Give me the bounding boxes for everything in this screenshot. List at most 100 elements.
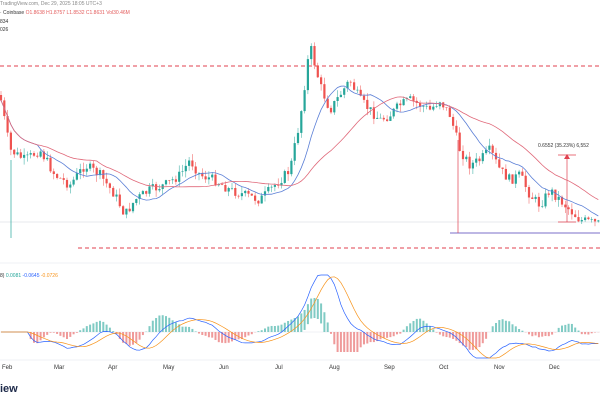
macd-hist-bar: [577, 330, 580, 332]
macd-hist-bar: [412, 320, 415, 332]
candles-group: [0, 42, 600, 227]
candle-body: [326, 98, 329, 108]
candle-body: [475, 158, 478, 163]
candle-body: [461, 150, 465, 160]
macd-hist-bar: [445, 332, 448, 338]
candle-body: [197, 172, 201, 174]
macd-hist-bar: [419, 318, 422, 332]
macd-hist-bar: [349, 332, 352, 352]
macd-hist-bar: [547, 332, 550, 337]
candle-body: [72, 179, 75, 185]
candle-body: [366, 99, 369, 110]
macd-hist-bar: [313, 298, 316, 319]
macd-hist-bar: [128, 332, 131, 346]
macd-hist-bar: [85, 326, 88, 332]
candle-body: [283, 171, 286, 183]
macd-hist-bar: [108, 327, 111, 332]
candle-body: [597, 220, 600, 222]
candle-body: [504, 168, 507, 180]
macd-hist-bar: [372, 332, 375, 343]
candle-body: [244, 190, 247, 194]
candle-body: [458, 132, 461, 151]
candle-body: [227, 188, 230, 192]
macd-hist-bar: [151, 320, 154, 332]
macd-hist-bar: [125, 332, 128, 345]
macd-hist-bar: [148, 326, 151, 332]
macd-hist-bar: [382, 332, 385, 338]
candle-body: [145, 191, 148, 194]
candle-body: [577, 217, 580, 222]
macd-hist-bar: [158, 315, 161, 332]
candle-body: [544, 193, 547, 207]
macd-hist-bar: [178, 324, 181, 332]
macd-hist-bar: [99, 320, 101, 332]
macd-hist-bar: [399, 332, 402, 334]
macd-hist-bar: [389, 332, 392, 338]
candle-body: [105, 178, 108, 184]
candle-body: [498, 159, 501, 168]
macd-hist-bar: [504, 320, 507, 332]
candle-body: [346, 81, 349, 89]
macd-hist-bar: [207, 332, 210, 338]
macd-hist-bar: [580, 332, 583, 335]
candle-body: [593, 219, 597, 222]
macd-hist-bar: [392, 332, 395, 337]
candle-body: [214, 174, 217, 186]
candle-body: [534, 196, 537, 199]
macd-hist-bar: [250, 332, 253, 335]
candle-body: [89, 163, 92, 169]
candle-body: [9, 132, 12, 150]
macd-hist-bar: [442, 332, 445, 337]
macd-hist-bar: [59, 332, 62, 336]
candle-body: [95, 167, 98, 176]
macd-hist-bar: [46, 332, 49, 335]
macd-hist-bar: [105, 324, 108, 332]
macd-hist-bar: [52, 332, 55, 333]
candle-body: [174, 179, 177, 182]
x-tick-mar: Mar: [54, 365, 65, 371]
candle-body: [247, 190, 250, 194]
candle-body: [32, 153, 36, 156]
ma-slow-line: [0, 96, 599, 200]
macd-hist-bar: [69, 332, 72, 337]
macd-hist-bar: [415, 318, 418, 332]
candle-body: [118, 194, 121, 207]
candle-body: [65, 179, 69, 188]
candle-body: [287, 171, 290, 175]
candle-body: [59, 177, 62, 179]
macd-hist-bar: [326, 322, 329, 332]
candle-body: [26, 154, 29, 156]
candle-body: [531, 197, 534, 199]
candle-body: [508, 174, 511, 180]
candle-body: [23, 154, 26, 158]
macd-hist-bar: [587, 332, 590, 335]
macd-hist-bar: [224, 332, 227, 344]
macd-hist-bar: [112, 331, 115, 332]
macd-hist-bar: [458, 332, 461, 344]
macd-hist-bar: [528, 332, 530, 335]
x-tick-dec: Dec: [549, 365, 560, 371]
macd-hist-bar: [89, 324, 92, 332]
candle-body: [580, 220, 583, 222]
symbol-ohlc-line: · Coinbase O1.8638 H1.8757 L1.8532 C1.86…: [0, 10, 130, 16]
candle-body: [425, 105, 428, 107]
candle-body: [574, 214, 577, 218]
candle-body: [98, 170, 102, 176]
macd-hist-bar: [247, 332, 250, 336]
candle-body: [432, 106, 435, 110]
signal-line: [1, 276, 599, 359]
macd-hist-bar: [429, 326, 431, 332]
candle-body: [0, 95, 3, 101]
candle-body: [412, 96, 415, 101]
macd-hist-bar: [481, 332, 484, 344]
candle-body: [46, 157, 49, 160]
candle-body: [306, 59, 309, 91]
macd-hist-bar: [303, 309, 306, 330]
candle-body: [521, 171, 524, 176]
x-tick-nov: Nov: [494, 365, 505, 371]
candle-body: [527, 187, 531, 198]
candle-body: [402, 99, 405, 106]
macd-hist-bar: [201, 332, 204, 336]
macd-hist-bar: [501, 319, 504, 332]
